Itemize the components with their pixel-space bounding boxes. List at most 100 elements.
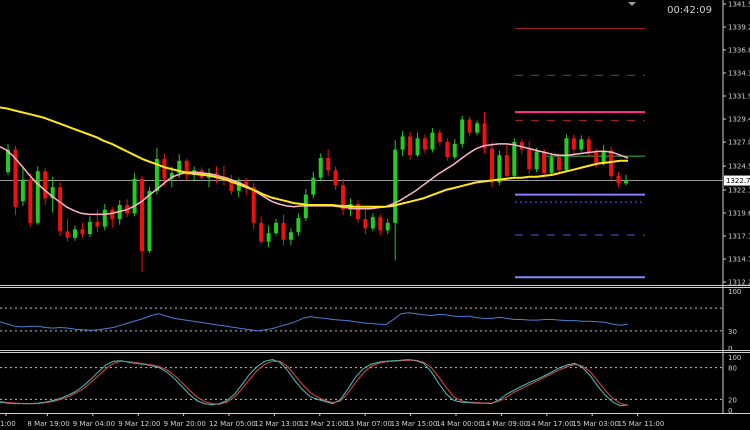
- rsi-tick-label: 0: [728, 345, 732, 353]
- price-tick-label: 1324.5: [728, 163, 750, 171]
- candle-body: [556, 157, 561, 171]
- candle: [527, 141, 532, 174]
- candle: [132, 173, 137, 217]
- candle: [110, 206, 115, 228]
- candle: [393, 140, 398, 261]
- candle-body: [229, 179, 234, 191]
- candle-body: [95, 221, 100, 227]
- candle-body: [296, 218, 301, 233]
- time-tick-label: 8 Mar 19:00: [27, 420, 69, 428]
- price-tick-label: 1317.1: [728, 233, 750, 241]
- candle: [504, 144, 509, 180]
- candle-body: [542, 151, 547, 174]
- time-tick-label: 14 Mar 17:00: [527, 420, 574, 428]
- stoch-main-line: [0, 359, 629, 407]
- time-tick-label: 9 Mar 20:00: [164, 420, 206, 428]
- candle-body: [341, 185, 346, 210]
- candle: [534, 147, 539, 173]
- candle-body: [519, 142, 524, 150]
- candle-body: [318, 158, 323, 178]
- candle-body: [58, 187, 63, 232]
- candle: [333, 166, 338, 190]
- candle-body: [288, 232, 293, 240]
- candle-body: [609, 150, 614, 176]
- candle-body: [370, 217, 375, 229]
- candle: [385, 219, 390, 235]
- candle-body: [110, 209, 115, 220]
- candle-body: [497, 155, 502, 183]
- candle-body: [140, 178, 145, 251]
- candle-body: [594, 152, 599, 163]
- candle: [13, 145, 18, 216]
- candle-body: [586, 139, 591, 153]
- candle: [207, 168, 212, 188]
- rsi-indicator-panel: 100 30 0: [0, 288, 741, 353]
- candle: [102, 204, 107, 231]
- candle-body: [616, 175, 621, 184]
- candle-body: [13, 149, 18, 207]
- candle-body: [527, 149, 532, 170]
- candle: [140, 175, 145, 272]
- rsi-line: [0, 312, 629, 332]
- candle-body: [6, 149, 10, 173]
- price-tick-label: 1322.1: [728, 187, 750, 195]
- candle-body: [87, 221, 92, 235]
- price-tick-label: 1341.5: [728, 1, 750, 9]
- candle-body: [378, 217, 383, 231]
- candle-body: [132, 178, 137, 214]
- candle: [58, 182, 63, 236]
- candle-body: [184, 160, 189, 175]
- candle-body: [162, 158, 167, 179]
- stoch-signal-line: [0, 359, 629, 406]
- time-tick-label: 12 Mar 21:00: [300, 420, 347, 428]
- candle-body: [236, 181, 241, 191]
- candle: [147, 187, 152, 253]
- candle-body: [274, 222, 279, 234]
- scroll-marker-icon[interactable]: [628, 2, 636, 6]
- candle-body: [393, 149, 398, 223]
- candle-body: [624, 180, 628, 184]
- candle: [467, 116, 472, 137]
- candle-body: [430, 132, 435, 150]
- stoch-tick-label: 0: [728, 407, 732, 415]
- time-tick-label: 1:00: [0, 420, 16, 428]
- candle: [318, 153, 323, 182]
- candle-body: [422, 138, 427, 150]
- candle: [311, 172, 316, 199]
- candle-body: [363, 219, 368, 229]
- candle-body: [102, 209, 107, 227]
- candle-body: [73, 229, 78, 238]
- candle-body: [437, 132, 442, 143]
- candle: [460, 115, 465, 148]
- price-tick-label: 1334.3: [728, 70, 750, 78]
- candle: [266, 225, 271, 248]
- main-price-panel: 1341.5 1339.2 1336.8 1334.3 1331.9 1329.4 1327…: [0, 0, 750, 414]
- candle: [95, 209, 100, 233]
- price-tick-label: 1329.4: [728, 116, 750, 124]
- candle: [73, 225, 78, 241]
- candle: [355, 200, 360, 223]
- candle-body: [326, 158, 331, 171]
- server-clock: 00:42:09: [667, 5, 712, 16]
- candle-body: [601, 150, 606, 163]
- candle-body: [475, 123, 480, 133]
- candle: [370, 213, 375, 232]
- candle-body: [400, 136, 405, 150]
- candle-body: [355, 204, 360, 220]
- candle: [415, 132, 420, 158]
- candle-body: [534, 151, 539, 170]
- candle: [549, 153, 554, 176]
- candle: [452, 139, 457, 159]
- candle-body: [445, 142, 450, 158]
- candle: [378, 214, 383, 236]
- candle: [50, 176, 55, 213]
- time-tick-label: 13 Mar 07:00: [345, 420, 392, 428]
- time-tick-label: 13 Mar 15:00: [391, 420, 438, 428]
- time-tick-label: 9 Mar 12:00: [118, 420, 160, 428]
- candle: [326, 149, 331, 176]
- time-tick-label: 14 Mar 09:00: [481, 420, 528, 428]
- candle: [87, 216, 92, 237]
- time-tick-label: 12 Mar 13:00: [254, 420, 301, 428]
- candle-body: [50, 187, 55, 199]
